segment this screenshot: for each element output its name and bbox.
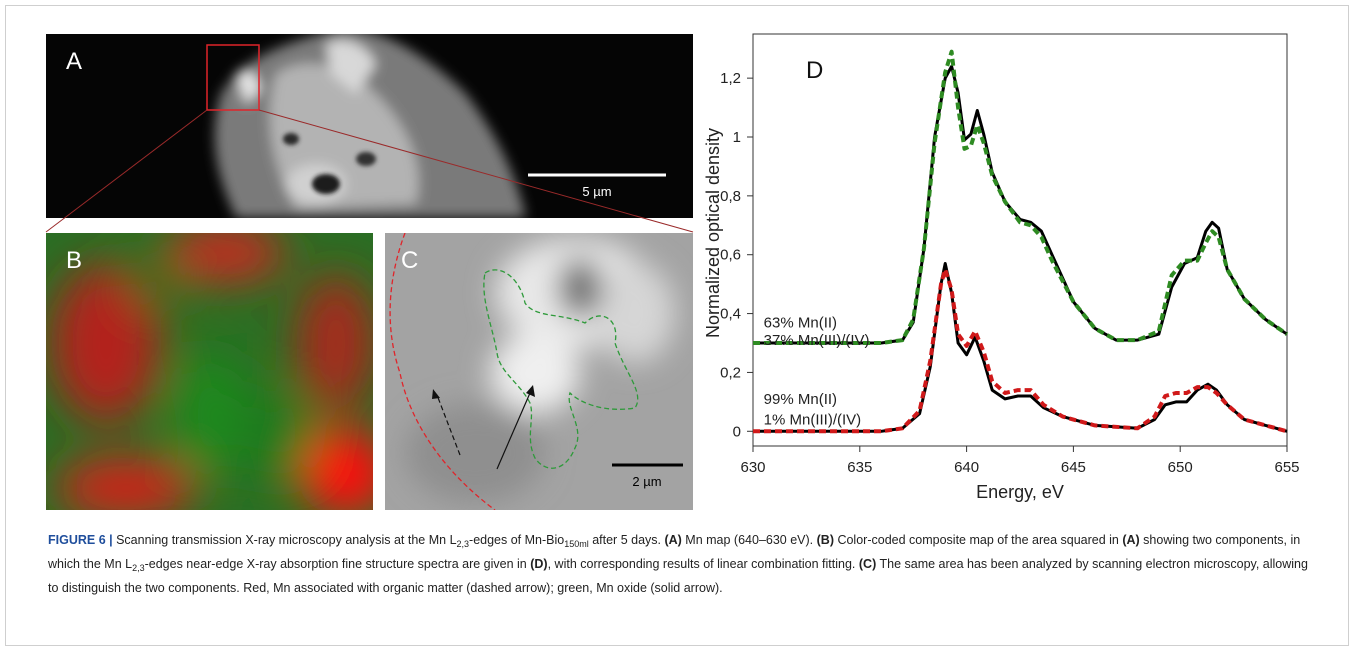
- green-dashed-outline: [483, 269, 639, 469]
- panel-c-letter: C: [401, 247, 419, 274]
- x-tick-label: 630: [740, 459, 765, 476]
- panel-a-mn-map: 5 µm A: [46, 34, 693, 218]
- panel-a-letter: A: [66, 48, 83, 75]
- scale-bar-c-label: 2 µm: [632, 474, 661, 489]
- caption-ref-d: (D): [530, 557, 548, 571]
- chart-annotation: 99% Mn(II): [764, 391, 837, 408]
- chart-xlabel: Energy, eV: [976, 482, 1064, 502]
- solid-arrow-head: [526, 385, 535, 397]
- y-tick-label: 0,8: [720, 188, 741, 205]
- caption-text-8: , with corresponding results of linear c…: [547, 557, 859, 571]
- panel-c-sem-image: 2 µm C: [385, 233, 693, 510]
- figure-caption: FIGURE 6 | Scanning transmission X-ray m…: [48, 530, 1318, 598]
- panel-d-letter: D: [806, 57, 823, 84]
- red-dashed-outline: [389, 233, 496, 510]
- x-tick-label: 650: [1168, 459, 1193, 476]
- panel-b-letter: B: [66, 247, 83, 274]
- caption-ref-c: (C): [858, 557, 877, 571]
- caption-text-4: Mn map (640–630 eV).: [681, 533, 817, 547]
- x-tick-label: 645: [1061, 459, 1086, 476]
- caption-text-2: -edges of Mn-Bio: [469, 533, 565, 547]
- spectra-chart-svg: Normalized optical density Energy, eV D …: [703, 33, 1300, 502]
- caption-ref-a: (A): [664, 533, 682, 547]
- solid-arrow: [496, 392, 531, 470]
- dashed-arrow-head: [432, 389, 440, 399]
- series-line-4: [753, 267, 1288, 434]
- panel-b-composite-map: B: [46, 233, 373, 510]
- caption-text-1: Scanning transmission X-ray microscopy a…: [112, 533, 457, 547]
- caption-text-7: -edges near-edge X-ray absorption fine s…: [144, 557, 531, 571]
- series-line-2: [753, 49, 1289, 345]
- caption-sub-3: 2,3: [132, 563, 145, 573]
- caption-sub-2: 150ml: [564, 539, 589, 549]
- chart-annotation: 63% Mn(II): [764, 314, 837, 331]
- caption-figure-label: FIGURE 6 |: [48, 533, 113, 547]
- caption-text-3: after 5 days.: [588, 533, 665, 547]
- chart-annotation: 37% Mn(III)/(IV): [764, 332, 870, 349]
- y-tick-label: 0,4: [720, 306, 741, 323]
- panel-a-image: 5 µm: [206, 34, 666, 218]
- figure-frame: [5, 5, 1349, 646]
- x-tick-label: 640: [954, 459, 979, 476]
- dashed-arrow: [436, 394, 461, 456]
- x-tick-label: 655: [1274, 459, 1299, 476]
- plot-area: [752, 33, 1288, 447]
- y-tick-label: 0: [733, 423, 741, 440]
- panel-c-image: 2 µm: [385, 233, 693, 510]
- chart-ylabel: Normalized optical density: [703, 128, 723, 338]
- panel-b-image: [46, 233, 373, 510]
- y-tick-label: 1: [733, 129, 741, 146]
- x-tick-label: 635: [847, 459, 872, 476]
- chart-annotation: 1% Mn(III)/(IV): [764, 412, 862, 429]
- scale-bar-a-label: 5 µm: [582, 184, 611, 199]
- panel-d-spectra-chart: Normalized optical density Energy, eV D …: [697, 28, 1317, 508]
- zoom-box: [206, 44, 260, 111]
- caption-text-9: The same area has been analyzed by scann…: [48, 557, 1308, 595]
- y-tick-label: 0,6: [720, 247, 741, 264]
- caption-text-6: showing two components, in which the Mn …: [48, 533, 1301, 571]
- series-line-1: [753, 64, 1288, 345]
- y-tick-label: 0,2: [720, 364, 741, 381]
- caption-ref-b: (B): [816, 533, 834, 547]
- caption-sub-1: 2,3: [456, 539, 470, 549]
- y-tick-label: 1,2: [720, 70, 741, 87]
- caption-ref-a2: (A): [1122, 533, 1140, 547]
- caption-text-5: Color-coded composite map of the area sq…: [833, 533, 1123, 547]
